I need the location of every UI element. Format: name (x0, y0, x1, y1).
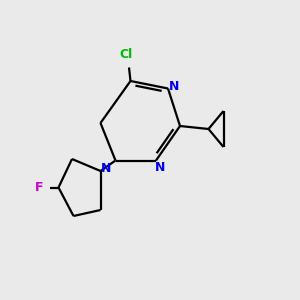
Text: N: N (154, 160, 165, 174)
Text: Cl: Cl (119, 47, 133, 61)
Text: N: N (169, 80, 179, 93)
Text: F: F (35, 181, 43, 194)
Text: N: N (101, 162, 111, 175)
